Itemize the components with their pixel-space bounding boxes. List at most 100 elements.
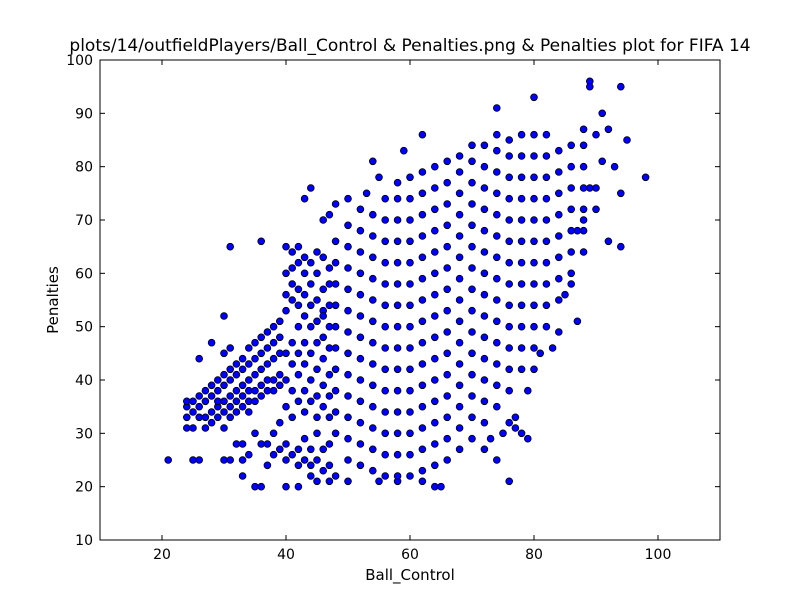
data-point-207	[288, 386, 297, 395]
data-point-414	[480, 205, 489, 214]
data-point-218	[306, 376, 315, 384]
data-point-119	[245, 386, 253, 395]
data-point-71	[294, 482, 303, 491]
data-point-440	[505, 216, 514, 224]
data-point-178	[294, 242, 303, 251]
data-point-358	[430, 162, 439, 171]
data-point-102	[226, 413, 235, 422]
y-tick-label: 50	[75, 320, 93, 336]
data-point-195	[300, 312, 309, 320]
data-point-375	[455, 424, 464, 432]
data-point-474	[542, 194, 551, 203]
data-point-469	[542, 301, 551, 310]
data-point-22	[362, 189, 371, 198]
data-point-336	[418, 317, 427, 326]
data-point-301	[393, 429, 402, 438]
data-point-159	[275, 418, 284, 427]
data-point-129	[257, 381, 266, 390]
data-point-245	[331, 258, 340, 267]
data-point-140	[269, 354, 278, 363]
data-point-116	[238, 354, 247, 363]
data-point-192	[288, 296, 297, 304]
data-point-493	[579, 248, 588, 256]
y-axis-label: Penalties	[44, 266, 62, 334]
data-point-407	[480, 354, 489, 363]
data-point-395	[468, 306, 476, 315]
data-point-200	[319, 285, 328, 294]
data-point-243	[331, 301, 340, 310]
data-point-374	[455, 445, 464, 454]
data-point-372	[443, 178, 452, 187]
data-point-345	[430, 440, 439, 448]
data-point-441	[505, 194, 514, 203]
data-point-385	[455, 210, 464, 219]
data-point-106	[226, 365, 235, 374]
data-point-209	[288, 338, 297, 347]
data-point-113	[238, 392, 247, 400]
data-point-182	[282, 269, 290, 278]
data-point-36	[610, 162, 619, 171]
data-point-294	[381, 280, 390, 288]
data-point-439	[505, 237, 514, 246]
data-point-125	[251, 370, 259, 379]
x-axis-label: Ball_Control	[365, 566, 455, 585]
data-point-367	[443, 285, 452, 294]
data-point-268	[356, 269, 365, 278]
data-point-275	[368, 402, 377, 411]
data-point-42	[579, 216, 588, 224]
data-point-196	[300, 290, 309, 299]
data-point-90	[207, 392, 216, 400]
data-point-302	[393, 408, 402, 416]
data-point-104	[226, 392, 235, 400]
data-point-329	[418, 466, 427, 475]
data-point-158	[275, 445, 284, 454]
data-point-378	[455, 360, 464, 368]
data-point-457	[530, 344, 538, 352]
data-point-95	[214, 386, 222, 395]
data-point-308	[393, 280, 402, 288]
data-point-160	[282, 440, 290, 448]
data-point-416	[480, 162, 489, 171]
data-point-187	[313, 248, 321, 256]
data-point-128	[257, 392, 266, 400]
data-point-168	[306, 461, 315, 470]
data-point-26	[492, 104, 501, 112]
data-point-365	[443, 328, 452, 336]
data-point-258	[344, 221, 352, 230]
data-point-411	[480, 269, 489, 278]
data-point-169	[306, 445, 315, 454]
data-point-127	[251, 338, 259, 347]
data-point-363	[443, 370, 452, 379]
data-point-239	[331, 386, 340, 395]
data-point-9	[238, 456, 247, 464]
data-point-281	[368, 274, 377, 283]
data-point-92	[214, 413, 222, 422]
data-point-278	[368, 338, 377, 347]
data-point-156	[269, 450, 278, 459]
data-point-173	[319, 445, 328, 454]
data-point-94	[214, 397, 222, 406]
data-point-371	[443, 200, 452, 208]
data-point-174	[325, 461, 334, 470]
data-point-261	[356, 418, 365, 427]
data-point-306	[393, 322, 402, 331]
data-point-212	[294, 349, 303, 358]
data-point-162	[288, 450, 297, 459]
data-point-406	[480, 376, 489, 384]
data-point-7	[207, 338, 216, 347]
data-point-285	[381, 472, 390, 480]
data-point-292	[381, 322, 390, 331]
data-point-322	[406, 301, 414, 310]
data-point-389	[468, 434, 476, 443]
data-point-351	[430, 312, 439, 320]
data-point-107	[232, 408, 241, 416]
data-point-73	[331, 472, 340, 480]
data-point-99	[220, 397, 228, 406]
data-point-338	[418, 274, 427, 283]
data-point-300	[393, 450, 402, 459]
data-point-401	[468, 178, 476, 187]
data-point-230	[319, 312, 328, 320]
data-point-70	[282, 482, 290, 491]
data-point-264	[356, 354, 365, 363]
data-point-424	[492, 274, 501, 283]
